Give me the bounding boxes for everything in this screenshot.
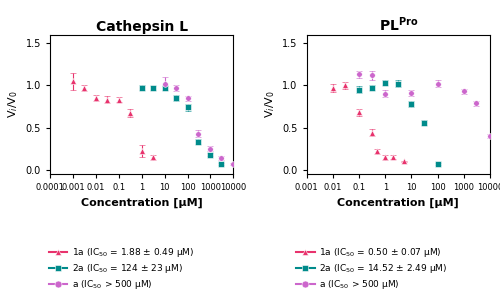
- X-axis label: Concentration [μM]: Concentration [μM]: [338, 197, 459, 208]
- Legend: 1a (IC$_{50}$ = 1.88 ± 0.49 μM), 2a (IC$_{50}$ = 124 ± 23 μM), a (IC$_{50}$ > 50: 1a (IC$_{50}$ = 1.88 ± 0.49 μM), 2a (IC$…: [46, 242, 198, 290]
- Title: Cathepsin L: Cathepsin L: [96, 20, 188, 34]
- Legend: 1a (IC$_{50}$ = 0.50 ± 0.07 μM), 2a (IC$_{50}$ = 14.52 ± 2.49 μM), a (IC$_{50}$ : 1a (IC$_{50}$ = 0.50 ± 0.07 μM), 2a (IC$…: [293, 242, 451, 290]
- Y-axis label: V$_i$/V$_0$: V$_i$/V$_0$: [6, 90, 20, 118]
- Y-axis label: V$_i$/V$_0$: V$_i$/V$_0$: [263, 90, 276, 118]
- X-axis label: Concentration [μM]: Concentration [μM]: [81, 197, 202, 208]
- Title: PL$^{\mathregular{Pro}}$: PL$^{\mathregular{Pro}}$: [378, 15, 418, 34]
